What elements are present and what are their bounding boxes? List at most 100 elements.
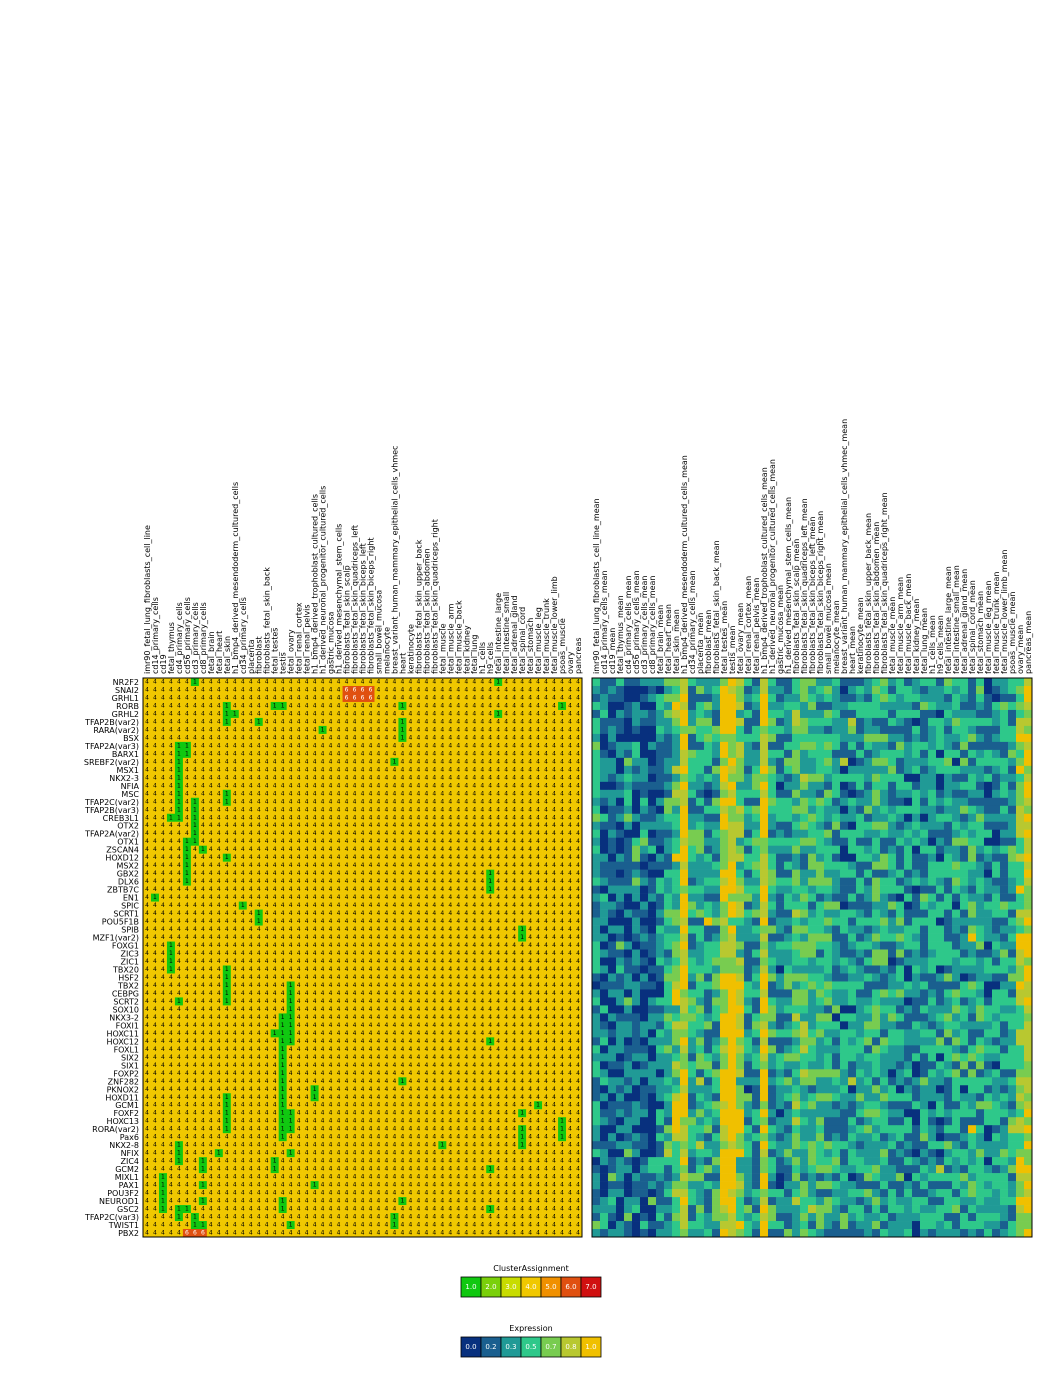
- cell-value: 4: [297, 758, 301, 765]
- heat-cell: [318, 701, 327, 711]
- cell-value: 4: [345, 758, 349, 765]
- cell-value: 4: [528, 798, 532, 805]
- cell-value: 4: [440, 750, 444, 757]
- cell-value: 4: [313, 830, 317, 837]
- cell-value: 4: [440, 798, 444, 805]
- cell-value: 4: [576, 926, 580, 933]
- cell-value: 4: [385, 958, 389, 965]
- cell-value: 4: [313, 878, 317, 885]
- cell-value: 4: [416, 1022, 420, 1029]
- cell-value: 4: [225, 774, 229, 781]
- cell-value: 4: [560, 926, 564, 933]
- cell-value: 4: [153, 830, 157, 837]
- cell-value: 4: [464, 790, 468, 797]
- cell-value: 4: [185, 1006, 189, 1013]
- cell-value: 1: [257, 910, 261, 917]
- cell-value: 4: [273, 774, 277, 781]
- cell-value: 4: [536, 758, 540, 765]
- cell-value: 4: [464, 734, 468, 741]
- heat-cell: [286, 693, 295, 703]
- cell-value: 4: [353, 798, 357, 805]
- column-label: fetal_brain: [207, 631, 216, 674]
- cell-value: 4: [480, 974, 484, 981]
- cell-value: 4: [568, 766, 572, 773]
- cell-value: 4: [337, 758, 341, 765]
- cell-value: 4: [424, 798, 428, 805]
- cell-value: 4: [480, 774, 484, 781]
- cell-value: 4: [217, 862, 221, 869]
- cell-value: 4: [408, 718, 412, 725]
- cell-value: 4: [520, 838, 524, 845]
- cell-value: 4: [369, 974, 373, 981]
- cell-value: 4: [361, 1014, 365, 1021]
- cell-value: 4: [169, 774, 173, 781]
- cell-value: 4: [520, 886, 524, 893]
- cell-value: 4: [440, 758, 444, 765]
- cell-value: 4: [408, 902, 412, 909]
- row-label: SIX1: [121, 1061, 139, 1070]
- cell-value: 4: [480, 1014, 484, 1021]
- cell-value: 4: [193, 862, 197, 869]
- cell-value: 4: [536, 846, 540, 853]
- cell-value: 4: [193, 982, 197, 989]
- cell-value: 4: [464, 750, 468, 757]
- cell-value: 4: [576, 990, 580, 997]
- cell-value: 4: [321, 782, 325, 789]
- cell-value: 4: [273, 862, 277, 869]
- heat-cell: [286, 685, 295, 695]
- cell-value: 4: [544, 982, 548, 989]
- cell-value: 4: [416, 678, 420, 685]
- cell-value: 4: [265, 950, 269, 957]
- column-label: fetal_spinal_cord_mean: [968, 580, 977, 674]
- heat-cell: [254, 685, 264, 695]
- cell-value: 1: [225, 998, 229, 1005]
- heat-cell: [286, 701, 295, 711]
- column-label: fibroblasts_fetal_skin_biceps_left_mean: [808, 517, 817, 674]
- cell-value: 4: [512, 702, 516, 709]
- cell-value: 4: [568, 862, 572, 869]
- cell-value: 4: [544, 1014, 548, 1021]
- cell-value: 4: [161, 774, 165, 781]
- cell-value: 4: [552, 838, 556, 845]
- cell-value: 4: [353, 966, 357, 973]
- cell-value: 4: [504, 846, 508, 853]
- column-label: fetal_muscle_back_mean: [904, 574, 913, 674]
- cell-value: 4: [488, 838, 492, 845]
- column-label: fetal_lung: [470, 635, 479, 674]
- cell-value: 4: [488, 790, 492, 797]
- cell-value: 4: [217, 982, 221, 989]
- cell-value: 4: [520, 862, 524, 869]
- cell-value: 4: [297, 694, 301, 701]
- cell-value: 4: [225, 814, 229, 821]
- cell-value: 4: [385, 982, 389, 989]
- cell-value: 4: [464, 950, 468, 957]
- cell-value: 4: [257, 934, 261, 941]
- cell-value: 4: [400, 974, 404, 981]
- cell-value: 4: [377, 982, 381, 989]
- cell-value: 4: [225, 894, 229, 901]
- heat-cell: [462, 678, 471, 687]
- column-label: imr90_fetal_lung_fibroblasts_cell_line: [143, 525, 152, 674]
- cell-value: 4: [177, 870, 181, 877]
- heat-cell: [278, 701, 287, 711]
- heat-cell: [382, 701, 391, 711]
- heat-cell: [158, 709, 168, 719]
- cell-value: 4: [528, 918, 532, 925]
- cell-value: 4: [432, 870, 436, 877]
- cell-value: 4: [241, 838, 245, 845]
- heat-cell: [254, 678, 264, 687]
- cell-value: 4: [265, 742, 269, 749]
- cell-value: 1: [400, 702, 404, 709]
- cell-value: 4: [169, 742, 173, 749]
- cell-value: 4: [472, 846, 476, 853]
- cell-value: 4: [536, 998, 540, 1005]
- cell-value: 4: [313, 814, 317, 821]
- cell-value: 4: [305, 734, 309, 741]
- cell-value: 4: [496, 774, 500, 781]
- cell-value: 4: [361, 774, 365, 781]
- cell-value: 4: [233, 982, 237, 989]
- cell-value: 4: [353, 710, 357, 717]
- cell-value: 4: [273, 854, 277, 861]
- cell-value: 4: [209, 742, 213, 749]
- cell-value: 4: [576, 734, 580, 741]
